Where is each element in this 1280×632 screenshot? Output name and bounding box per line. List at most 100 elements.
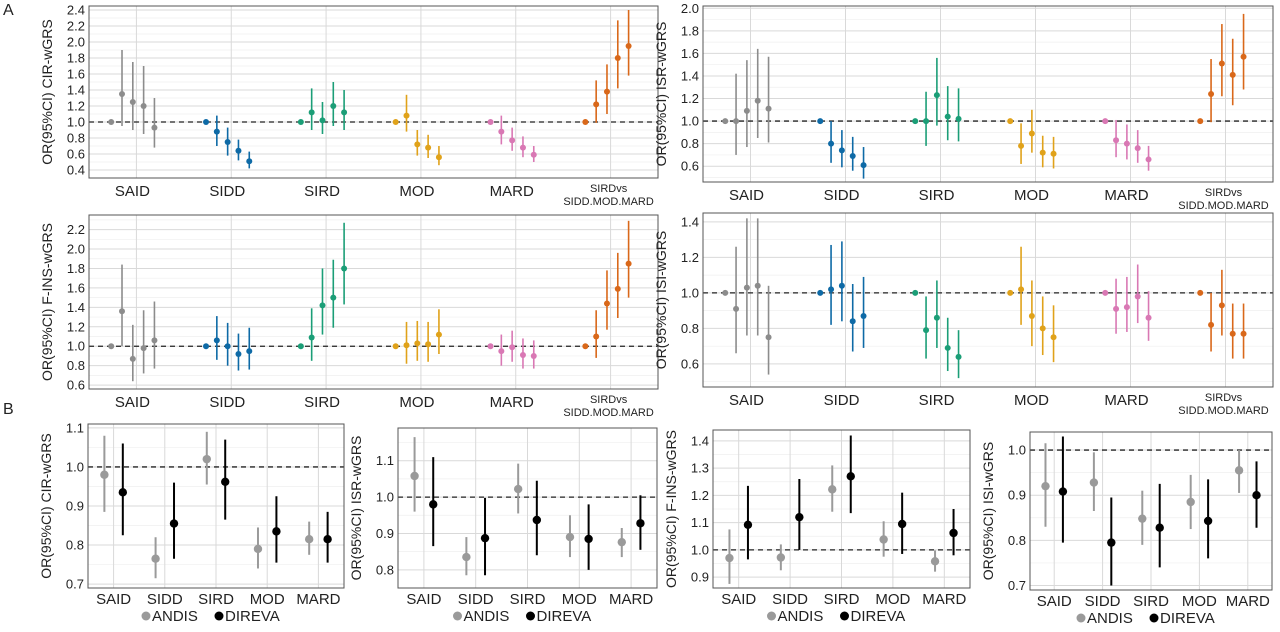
y-tick-label: 1.1 <box>691 515 709 530</box>
point-estimate <box>425 341 432 348</box>
point-estimate <box>879 535 888 544</box>
point-estimate <box>330 103 337 109</box>
errorbar-sirdvs-2 <box>603 64 610 114</box>
y-axis-label: OR(95%CI) ISI-wGRS <box>653 231 669 369</box>
errorbar-andis-2 <box>513 463 523 514</box>
chart-panel-a2: 0.6 0.8 1.0 1.2 1.4 1.6 1.8 2.0 SAID SIDD SIRD MOD M… <box>653 1 1274 212</box>
point-estimate <box>860 162 867 169</box>
errorbar-sird-1 <box>308 88 315 130</box>
errorbar-direva-3 <box>272 496 281 563</box>
point-estimate <box>923 327 930 334</box>
errorbar-direva-2 <box>1155 483 1164 568</box>
point-estimate <box>944 344 951 351</box>
errorbar-mard-4 <box>1145 291 1152 341</box>
point-estimate <box>614 285 621 292</box>
errorbar-sird-4 <box>955 330 962 379</box>
group-sidd: SIDD <box>209 183 245 200</box>
errorbar-andis-2 <box>202 431 211 485</box>
group-mod: MOD <box>1014 392 1049 409</box>
legend-marker-direva <box>526 611 535 621</box>
errorbar-mard-3 <box>519 136 526 158</box>
y-axis-label: OR(95%CI) ISI-wGRS <box>980 442 996 580</box>
point-estimate <box>1102 118 1109 125</box>
section-label-a: A <box>3 2 14 19</box>
point-estimate <box>1123 140 1130 147</box>
point-estimate <box>297 343 304 350</box>
chart-panel-b4: 0.7 0.8 0.9 1.0 SAID SIDD SIRD MOD MARD ANDIS DIRE… <box>980 431 1273 627</box>
errorbar-sidd-4 <box>246 151 253 169</box>
errorbar-sidd-0 <box>203 119 210 125</box>
errorbar-sidd-4 <box>860 276 867 348</box>
errorbar-sird-2 <box>319 268 326 335</box>
errorbar-sird-3 <box>330 259 337 328</box>
group-label: SIRD <box>304 183 340 200</box>
point-estimate <box>955 353 962 360</box>
point-estimate <box>1113 137 1120 144</box>
chart-panel-a4: 0.6 0.8 1.0 1.2 1.4 SAID SIDD SIRD MOD MARD SIRDvs… <box>653 212 1274 417</box>
errorbar-sidd-1 <box>828 244 835 325</box>
point-estimate <box>1039 325 1046 332</box>
x-category-label: MOD <box>250 591 285 608</box>
point-estimate <box>435 331 442 338</box>
errorbar-sirdvs-3 <box>1229 303 1236 359</box>
y-tick-label: 0.9 <box>691 570 709 585</box>
point-estimate <box>151 554 160 563</box>
point-estimate <box>614 55 621 61</box>
errorbar-sird-2 <box>319 102 326 134</box>
group-label: SAID <box>729 392 764 409</box>
errorbar-andis-1 <box>1089 452 1099 511</box>
y-tick-label: 1.2 <box>67 99 85 114</box>
errorbar-sird-3 <box>330 82 337 126</box>
point-estimate <box>955 115 962 122</box>
point-estimate <box>1240 330 1247 337</box>
point-estimate <box>1197 289 1204 296</box>
x-category-label: MARD <box>1226 593 1270 610</box>
y-tick-label: 1.2 <box>681 250 699 265</box>
point-estimate <box>1134 293 1141 300</box>
group-mod: MOD <box>1014 187 1049 204</box>
y-tick-label: 1.8 <box>67 51 85 66</box>
legend-marker-andis <box>1076 613 1086 623</box>
x-category-label: SIDD <box>772 591 808 608</box>
errorbar-sirdvs-4 <box>625 220 632 298</box>
group-label: MARD <box>1104 392 1148 409</box>
point-estimate <box>1113 305 1120 312</box>
point-estimate <box>949 528 958 538</box>
y-tick-label: 1.4 <box>67 83 85 98</box>
plot-frame <box>87 423 345 589</box>
group-label: MARD <box>490 183 534 200</box>
errorbar-sirdvs-4 <box>1240 13 1247 90</box>
point-estimate <box>414 141 421 148</box>
point-estimate <box>933 92 940 99</box>
point-estimate <box>1145 314 1152 321</box>
x-category-label: MARD <box>296 591 340 608</box>
errorbar-direva-1 <box>169 482 179 559</box>
group-sidd: SIDD <box>209 394 245 411</box>
legend-label-andis: ANDIS <box>1087 610 1133 627</box>
group-label: SIRD <box>919 392 955 409</box>
errorbar-mard-0 <box>1102 289 1109 296</box>
point-estimate <box>743 107 750 114</box>
point-estimate <box>1229 330 1236 337</box>
point-estimate <box>1028 312 1035 319</box>
errorbar-mard-4 <box>530 340 537 369</box>
y-tick-label: 2.4 <box>67 3 85 18</box>
errorbar-mod-3 <box>425 321 432 362</box>
point-estimate <box>1102 289 1109 296</box>
point-estimate <box>319 117 326 124</box>
point-estimate <box>733 118 740 125</box>
point-estimate <box>1041 481 1050 491</box>
point-estimate <box>725 553 734 563</box>
errorbar-direva-4 <box>1252 461 1261 528</box>
point-estimate <box>213 128 220 135</box>
x-category-label: MARD <box>609 591 653 608</box>
point-estimate <box>341 265 348 272</box>
group-label-line1: SIRDvs <box>590 394 628 406</box>
errorbar-said-0 <box>722 118 729 125</box>
group-label: MARD <box>1104 187 1148 204</box>
plot-frame <box>712 429 971 589</box>
group-sird: SIRD <box>919 187 955 204</box>
point-estimate <box>246 158 253 165</box>
point-estimate <box>429 500 438 509</box>
